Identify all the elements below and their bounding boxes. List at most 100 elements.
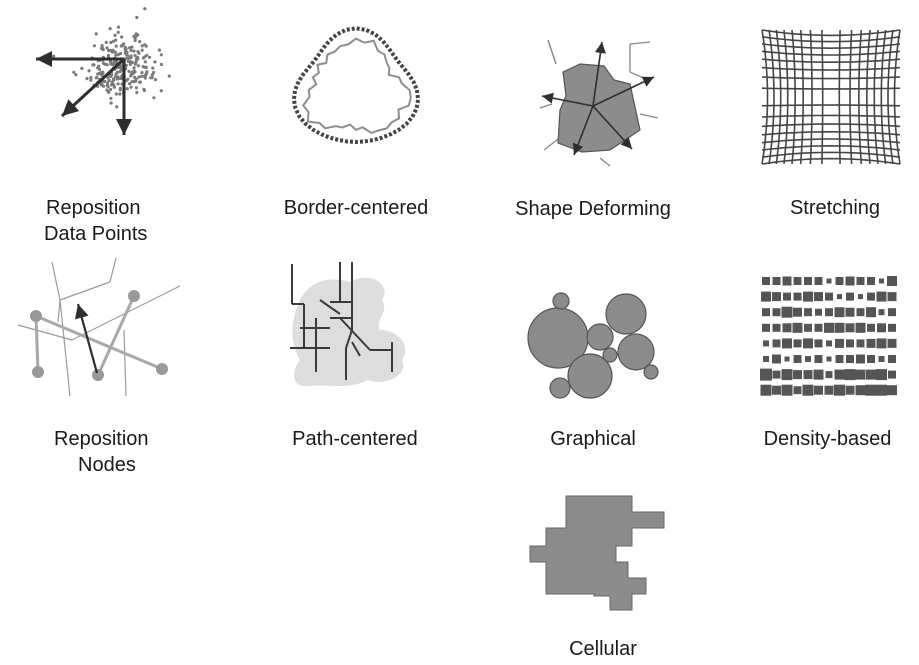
data-point [108,27,112,31]
data-point [94,76,98,80]
data-point [128,82,132,86]
density-square [855,322,866,333]
density-square [876,384,887,396]
density-square [814,355,823,363]
panel-label: Graphical [550,428,636,450]
data-point [118,92,122,96]
grid-line-horizontal [761,104,901,107]
data-point [152,70,156,75]
data-point [134,86,138,90]
data-point [136,50,140,54]
value-circle [617,333,655,371]
data-point [132,34,136,39]
data-point [91,63,95,67]
data-point [100,44,104,48]
density-square [867,323,875,332]
density-square [825,371,833,379]
density-square [793,307,802,317]
data-point [144,73,148,77]
density-square [855,369,866,380]
value-circle [549,377,571,399]
arrow-down-left-head [62,99,80,116]
density-square [867,355,875,363]
deform-arrow-up-head [595,42,606,54]
network-edge [59,281,111,301]
grid-line-vertical [887,29,894,165]
dashed-border [291,26,421,144]
data-point [133,75,137,79]
data-point [133,62,137,66]
data-point [116,30,120,34]
density-square [804,323,812,332]
data-point [108,60,112,64]
data-point [132,49,136,53]
density-square [837,294,842,300]
data-point [106,81,110,85]
density-square [845,323,855,333]
data-point [142,87,146,91]
data-point [120,35,124,39]
data-point [114,44,118,48]
data-point [107,78,111,82]
data-point [152,96,156,100]
graph-node [32,366,44,378]
density-square [826,356,832,362]
data-point [141,65,145,69]
node-edge [96,295,136,376]
data-point [108,48,113,52]
grid-line-horizontal [761,87,901,90]
data-point [112,83,116,87]
density-square [802,384,814,396]
data-point [116,53,120,57]
panel-label: Shape Deforming [515,198,671,220]
panel-label: Border-centered [283,197,429,219]
network-edge [59,299,71,397]
density-square [824,385,834,395]
data-point [138,40,142,44]
density-square [856,354,865,364]
data-point [135,15,139,20]
label-line-2: Data Points [44,223,148,245]
grid-line-horizontal [761,123,901,128]
data-point [104,40,108,45]
value-circle [586,323,614,351]
data-point [74,73,78,77]
grid-line-horizontal [761,138,901,144]
density-square [803,291,813,302]
density-square [835,338,844,348]
grid-line-horizontal [761,58,901,64]
density-square [866,307,876,318]
data-point [123,48,127,53]
data-point [125,87,129,91]
density-square [761,291,771,302]
data-point [105,46,109,50]
data-point [130,72,134,76]
node-move-arrow-head [74,304,89,320]
density-square [887,338,897,348]
data-point [115,77,119,81]
density-square [772,370,781,379]
density-square [879,278,884,284]
path-segment [339,317,371,351]
data-point [134,34,139,38]
density-square [826,340,832,347]
data-point [157,48,161,52]
density-square [865,384,877,396]
grid-line-horizontal [761,114,901,118]
density-square [846,292,854,301]
density-square [772,385,781,395]
grid-line-horizontal [761,151,901,158]
data-point [117,66,121,70]
density-square [803,338,813,349]
data-point [85,77,89,81]
data-point [143,60,147,64]
data-point [145,53,149,57]
grid-line-horizontal [761,131,901,136]
context-line [547,39,557,65]
data-point [144,44,148,48]
data-point [114,59,119,64]
grid-line-vertical [809,29,813,165]
data-point [132,66,136,70]
